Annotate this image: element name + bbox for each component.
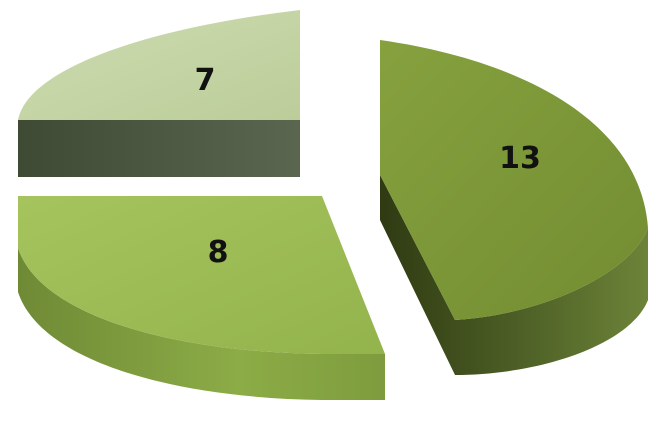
data-label-7: 7 [195, 63, 216, 98]
data-label-8: 8 [208, 235, 229, 270]
pie-slice-13: 13 [380, 40, 648, 375]
pie-slice-7-top [18, 10, 300, 120]
pie-slice-8: 8 [18, 196, 385, 400]
pie-slice-7: 7 [18, 10, 300, 177]
pie-slice-8-top [18, 196, 385, 354]
pie-slice-8-side [18, 248, 385, 400]
pie-slice-13-side [380, 175, 648, 375]
data-label-13: 13 [499, 141, 541, 176]
pie-slice-7-side [18, 120, 300, 177]
pie-slice-13-top [380, 40, 648, 320]
